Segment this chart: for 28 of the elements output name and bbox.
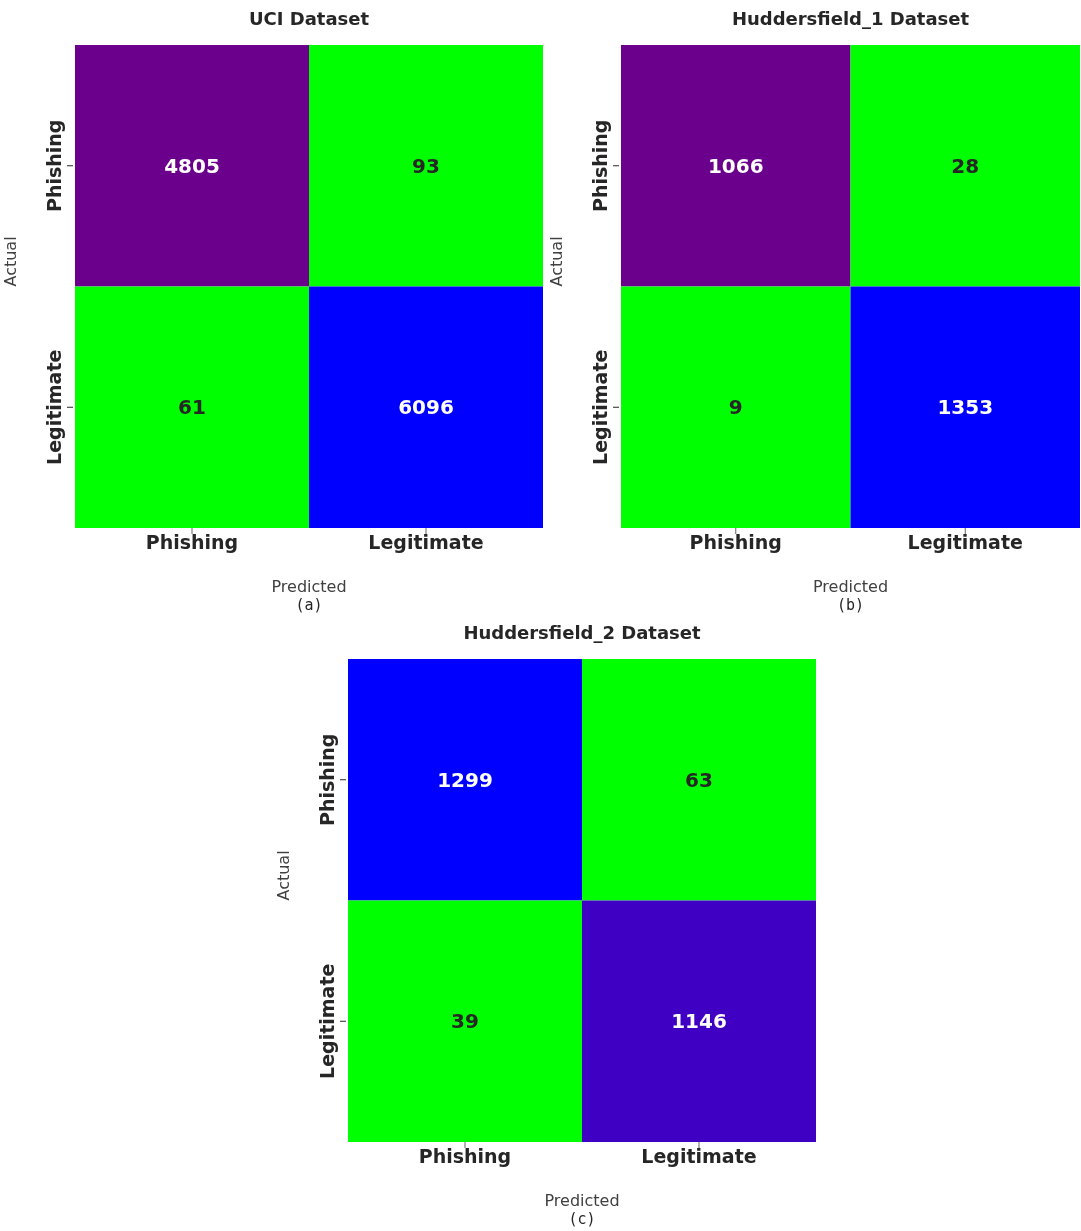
chart-title: Huddersfield_2 Dataset bbox=[462, 622, 702, 643]
data-label: 9 bbox=[728, 395, 743, 420]
x-tick-label: Phishing bbox=[145, 531, 239, 554]
x-tick-label: Legitimate bbox=[907, 531, 1023, 554]
x-tick-label: Legitimate bbox=[368, 531, 484, 554]
x-tick-label: Phishing bbox=[689, 531, 782, 554]
chart-title: UCI Dataset bbox=[247, 8, 371, 29]
text: (b) bbox=[835, 596, 866, 614]
text: (c) bbox=[567, 1210, 597, 1228]
data-label: 4805 bbox=[164, 153, 220, 178]
x-axis-title: Predicted bbox=[812, 577, 889, 596]
data-label: 39 bbox=[451, 1009, 479, 1034]
data-label: 61 bbox=[178, 395, 206, 420]
chart-title: Huddersfield_1 Dataset bbox=[730, 8, 971, 29]
data-label: 63 bbox=[685, 767, 713, 792]
data-label: 93 bbox=[412, 153, 440, 178]
y-axis-title: Actual bbox=[546, 236, 566, 287]
x-axis-title: Predicted bbox=[544, 1191, 620, 1210]
y-axis-title: Actual bbox=[0, 236, 20, 287]
data-label: 6096 bbox=[398, 395, 454, 420]
data-label: 28 bbox=[951, 153, 980, 178]
x-axis-title: Predicted bbox=[271, 577, 347, 596]
data-label: 1353 bbox=[937, 395, 994, 420]
data-label: 1299 bbox=[437, 767, 493, 792]
y-axis-title: Actual bbox=[273, 850, 293, 901]
text: (a) bbox=[294, 596, 324, 614]
data-label: 1146 bbox=[671, 1009, 727, 1034]
data-label: 1066 bbox=[707, 153, 764, 178]
